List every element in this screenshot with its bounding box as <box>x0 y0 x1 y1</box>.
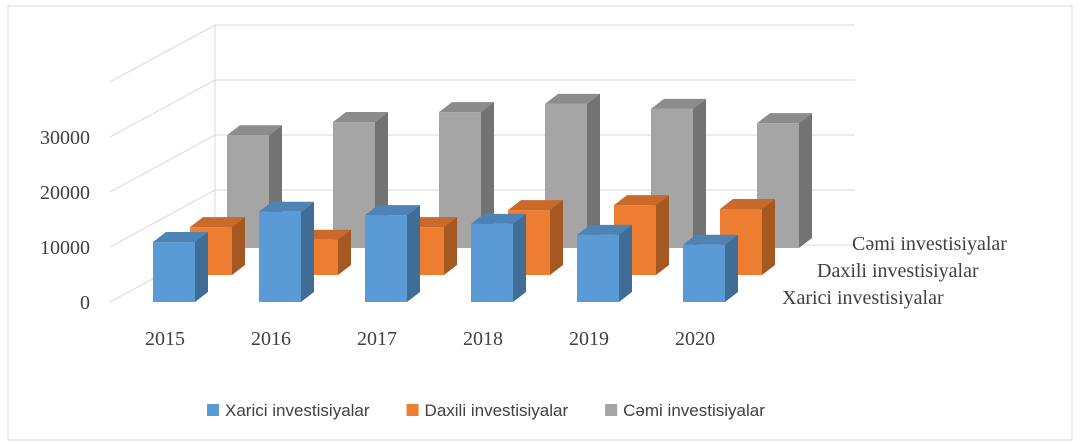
bar-top <box>683 234 738 245</box>
bar-top <box>365 205 420 216</box>
bar-front <box>471 223 513 302</box>
bar-top <box>439 102 494 113</box>
grid-line <box>109 134 855 193</box>
bar-side <box>619 224 632 302</box>
bar-side <box>513 213 526 302</box>
bar-side <box>407 205 420 302</box>
bar-side <box>725 234 738 302</box>
bar-side <box>693 98 706 248</box>
bar-side <box>338 229 351 275</box>
x-tick-label: 2019 <box>569 328 609 350</box>
x-tick-label: 2016 <box>251 328 291 350</box>
legend-swatch <box>605 404 618 416</box>
bar-side <box>481 102 494 249</box>
bar-top <box>614 195 669 206</box>
grid-line <box>109 79 855 138</box>
y-tick-label: 0 <box>80 292 90 314</box>
bar-side <box>799 113 812 249</box>
bar-front <box>259 211 301 302</box>
bar-top <box>651 98 706 109</box>
bar-side <box>587 93 600 249</box>
bar-top <box>577 224 632 235</box>
grid-line <box>109 189 855 248</box>
legend-label: Cəmi investisiyalar <box>623 401 765 420</box>
bar-side <box>195 232 208 302</box>
legend-label: Daxili investisiyalar <box>425 401 569 420</box>
x-tick-label: 2020 <box>675 328 715 350</box>
x-tick-label: 2018 <box>463 328 503 350</box>
bar-top <box>259 201 314 212</box>
depth-label: Cəmi investisiyalar <box>852 233 1007 255</box>
bar-top <box>227 125 282 136</box>
bar-side <box>232 217 245 275</box>
x-tick-label: 2017 <box>357 328 397 350</box>
bar-side <box>656 195 669 275</box>
bar-side <box>444 217 457 275</box>
bar-front <box>153 242 195 302</box>
y-tick-label: 20000 <box>40 182 90 204</box>
wall-top <box>109 24 216 83</box>
depth-label: Daxili investisiyalar <box>817 260 979 282</box>
bar-top <box>720 199 775 209</box>
bar-front <box>683 244 725 302</box>
x-tick-label: 2015 <box>145 328 185 350</box>
bar-top <box>508 200 563 211</box>
legend-label: Xarici investisiyalar <box>225 401 370 420</box>
bar-front <box>365 215 407 302</box>
bar-side <box>301 201 314 302</box>
legend-swatch <box>207 404 219 416</box>
depth-label: Xarici investisiyalar <box>782 287 944 309</box>
bar-top <box>471 213 526 224</box>
bar-top <box>757 113 812 124</box>
bar-side <box>762 199 775 275</box>
bar-top <box>153 232 208 243</box>
legend-swatch <box>406 404 419 416</box>
y-tick-label: 30000 <box>40 127 90 149</box>
bar-top <box>333 112 388 123</box>
bar-top <box>545 93 600 104</box>
bar-side <box>550 200 563 275</box>
bar-front <box>577 234 619 302</box>
bar-top <box>190 217 245 228</box>
y-tick-label: 10000 <box>40 237 90 259</box>
